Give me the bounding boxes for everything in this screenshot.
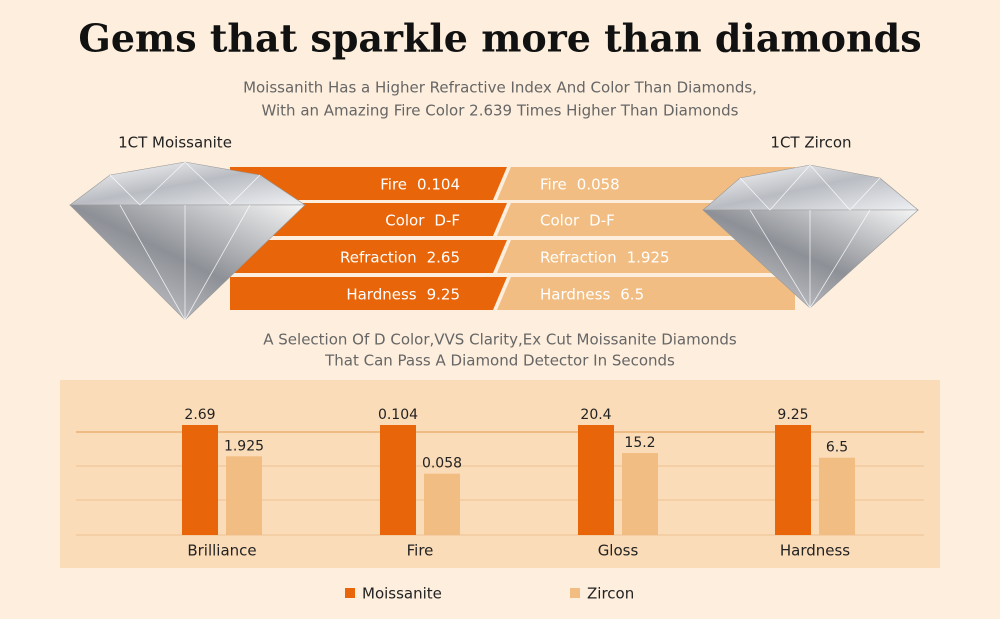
legend-label: Zircon — [587, 585, 634, 603]
spec-name: Fire — [380, 175, 407, 193]
bar — [182, 425, 218, 535]
value-label: 0.104 — [378, 407, 418, 423]
spec-name: Color — [540, 211, 580, 229]
right-band — [497, 167, 795, 200]
x-tick-label: Brilliance — [187, 542, 256, 560]
spec-name: Fire — [540, 175, 567, 193]
subtitle: With an Amazing Fire Color 2.639 Times H… — [262, 102, 739, 120]
left-band — [230, 240, 507, 273]
right-band — [497, 277, 795, 310]
left-spec: Hardness 9.25 — [346, 285, 460, 303]
bar-chart: Brilliance 2.69 1.925 Fire 0.104 0.058 Gloss 20… — [182, 407, 855, 603]
comparison-bands: Fire 0.104 Fire 0.058 Color D-F Color D-F Refrac… — [230, 167, 795, 310]
spec-value: D-F — [589, 211, 615, 229]
spec-value: 2.65 — [427, 248, 460, 266]
spec-name: Hardness — [346, 285, 416, 303]
spec-value: 1.925 — [627, 248, 670, 266]
spec-name: Hardness — [540, 285, 610, 303]
middle-text: A Selection Of D Color,VVS Clarity,Ex Cu… — [263, 331, 737, 349]
x-tick-label: Hardness — [780, 542, 850, 560]
right-spec: Fire 0.058 — [540, 175, 620, 193]
bar — [226, 456, 262, 535]
left-spec: Refraction 2.65 — [340, 248, 460, 266]
diamond-left — [69, 161, 306, 321]
value-label: 15.2 — [624, 435, 655, 451]
left-band — [230, 167, 507, 200]
value-label: 0.058 — [422, 456, 462, 472]
bar — [622, 453, 658, 535]
legend-label: Moissanite — [362, 585, 442, 603]
spec-value: 0.058 — [577, 175, 620, 193]
value-label: 2.69 — [184, 407, 215, 423]
left-band — [230, 277, 507, 310]
right-label: 1CT Zircon — [770, 134, 851, 152]
spec-name: Color — [385, 211, 425, 229]
left-band — [230, 203, 507, 236]
value-label: 20.4 — [580, 407, 611, 423]
left-spec: Fire 0.104 — [380, 175, 460, 193]
value-label: 6.5 — [826, 440, 848, 456]
legend-swatch — [570, 588, 580, 598]
bar — [775, 425, 811, 535]
bar — [819, 457, 855, 535]
spec-value: D-F — [434, 211, 460, 229]
spec-name: Refraction — [540, 248, 617, 266]
spec-value: 6.5 — [620, 285, 644, 303]
right-spec: Hardness 6.5 — [540, 285, 644, 303]
legend-swatch — [345, 588, 355, 598]
middle-text: That Can Pass A Diamond Detector In Seco… — [324, 352, 675, 370]
right-band — [497, 240, 795, 273]
spec-value: 0.104 — [417, 175, 460, 193]
value-label: 9.25 — [777, 407, 808, 423]
bar — [578, 425, 614, 535]
title: Gems that sparkle more than diamonds — [78, 16, 921, 61]
right-spec: Refraction 1.925 — [540, 248, 670, 266]
spec-name: Refraction — [340, 248, 417, 266]
diamond-right — [702, 164, 919, 309]
value-label: 1.925 — [224, 438, 264, 454]
right-spec: Color D-F — [540, 211, 615, 229]
left-spec: Color D-F — [385, 211, 460, 229]
subtitle: Moissanith Has a Higher Refractive Index… — [243, 79, 757, 97]
x-tick-label: Fire — [407, 542, 434, 560]
left-label: 1CT Moissanite — [118, 134, 232, 152]
bar — [424, 473, 460, 535]
x-tick-label: Gloss — [598, 542, 639, 560]
spec-value: 9.25 — [427, 285, 460, 303]
bar — [380, 425, 416, 535]
